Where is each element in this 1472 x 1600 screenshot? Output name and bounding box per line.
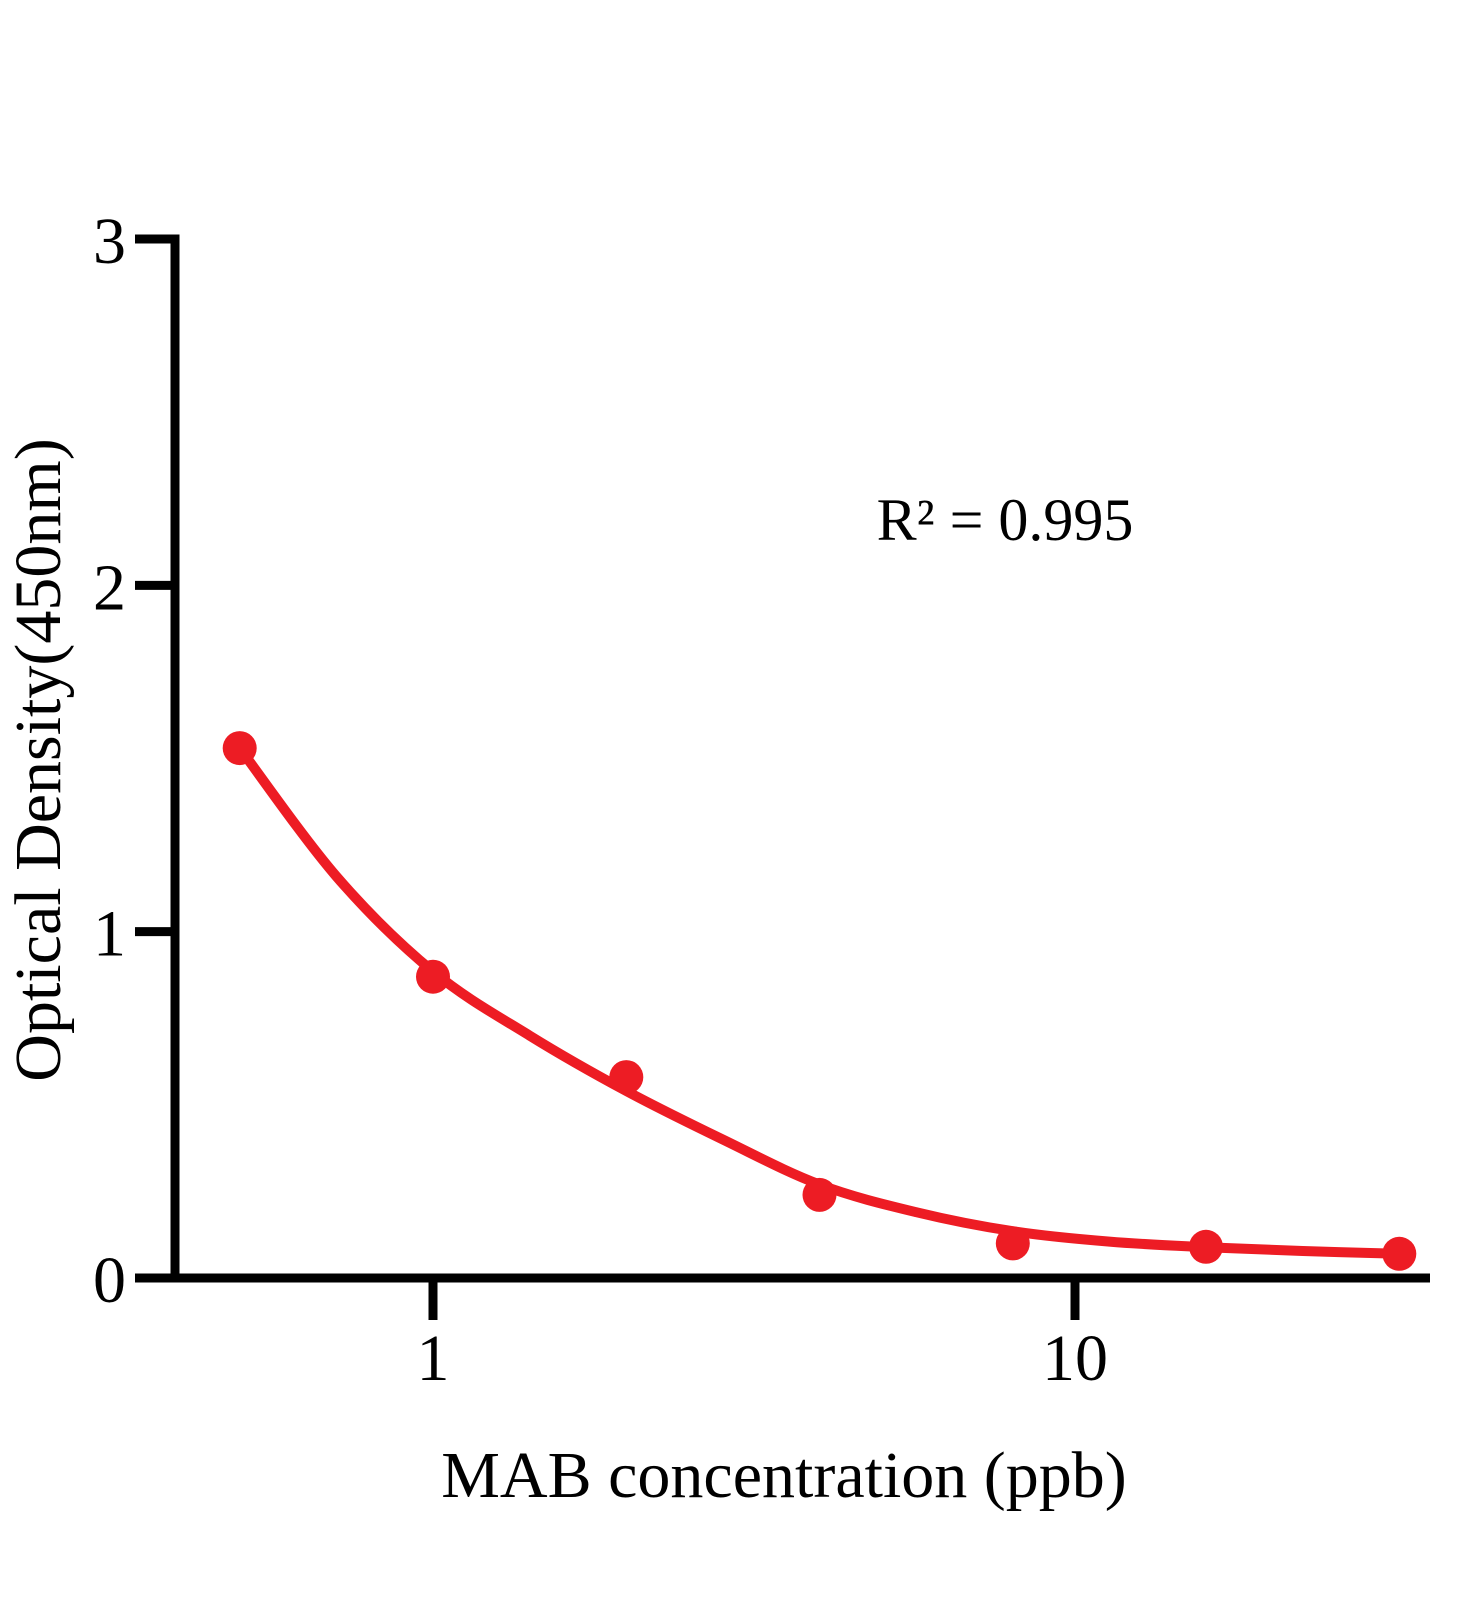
data-point [802, 1177, 837, 1212]
data-point [1382, 1236, 1417, 1271]
y-tick-label: 1 [93, 898, 126, 971]
data-point [1189, 1229, 1223, 1264]
data-point [995, 1226, 1030, 1261]
data-point [222, 731, 257, 766]
y-axis-label: Optical Density(450nm) [2, 438, 75, 1081]
data-point [416, 959, 450, 994]
data-point [609, 1060, 644, 1095]
r-squared-annotation: R² = 0.995 [877, 487, 1134, 553]
x-tick-label: 10 [1042, 1322, 1108, 1395]
y-tick-label: 3 [93, 205, 126, 278]
y-tick-label: 0 [93, 1244, 126, 1317]
x-axis-label: MAB concentration (ppb) [441, 1439, 1127, 1512]
x-tick-label: 1 [417, 1322, 450, 1395]
y-tick-label: 2 [93, 551, 126, 624]
